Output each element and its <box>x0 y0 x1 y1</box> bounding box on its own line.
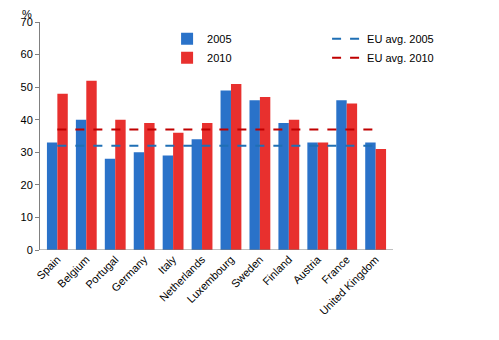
svg-text:30: 30 <box>21 146 33 158</box>
svg-text:EU avg. 2010: EU avg. 2010 <box>367 52 434 64</box>
svg-text:10: 10 <box>21 211 33 223</box>
svg-text:2010: 2010 <box>207 52 231 64</box>
svg-text:Portugal: Portugal <box>83 253 120 290</box>
svg-text:Sweden: Sweden <box>229 253 266 290</box>
svg-text:United Kingdom: United Kingdom <box>317 253 381 317</box>
svg-text:2005: 2005 <box>207 33 231 45</box>
svg-text:Italy: Italy <box>156 253 179 276</box>
svg-text:Netherlands: Netherlands <box>157 253 208 304</box>
svg-text:EU avg. 2005: EU avg. 2005 <box>367 33 434 45</box>
svg-text:Germany: Germany <box>109 253 150 294</box>
svg-text:60: 60 <box>21 48 33 60</box>
svg-text:Austria: Austria <box>290 253 323 286</box>
svg-text:20: 20 <box>21 179 33 191</box>
svg-text:France: France <box>319 253 352 286</box>
svg-text:Finland: Finland <box>260 253 294 287</box>
svg-text:Luxembourg: Luxembourg <box>185 253 237 305</box>
svg-text:%: % <box>22 8 32 20</box>
svg-text:0: 0 <box>27 244 33 256</box>
svg-text:Spain: Spain <box>34 253 62 281</box>
svg-text:40: 40 <box>21 114 33 126</box>
svg-text:50: 50 <box>21 81 33 93</box>
svg-text:70: 70 <box>21 16 33 28</box>
svg-text:Belgium: Belgium <box>55 253 92 290</box>
